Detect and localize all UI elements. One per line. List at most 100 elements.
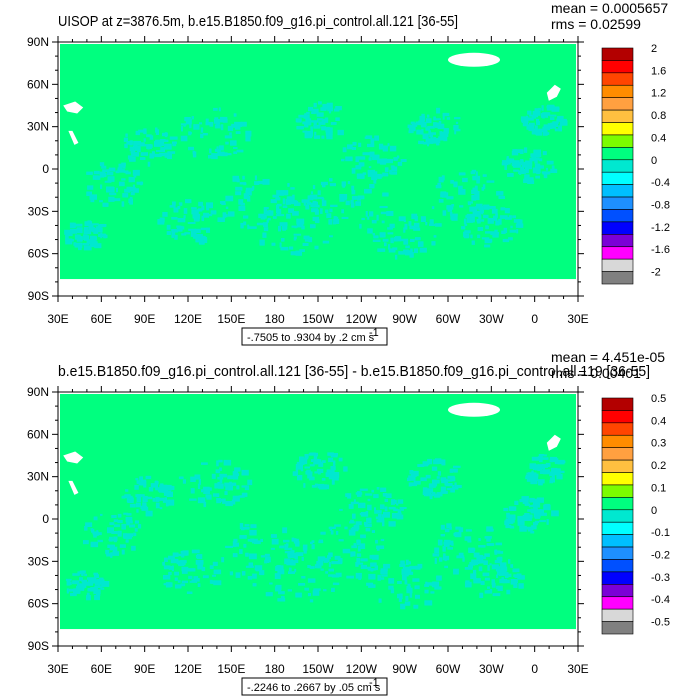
colorbar-swatch — [601, 534, 634, 548]
colorbar-label: -0.2 — [651, 550, 670, 562]
rms-value: rms = 0.02599 — [551, 16, 641, 32]
colorbar-swatch — [601, 271, 634, 285]
colorbar-swatch — [601, 546, 634, 560]
lat-tick-label: 60S — [28, 597, 49, 611]
lon-tick-label: 30E — [567, 662, 588, 676]
lon-tick-label: 150W — [302, 312, 334, 326]
mean-value: mean = 4.451e-05 — [551, 349, 665, 365]
colorbar-label: 0.2 — [651, 460, 666, 472]
lat-tick-label: 0 — [42, 512, 49, 526]
colorbar-label: -0.5 — [651, 617, 670, 629]
lat-tick-label: 30N — [27, 120, 49, 134]
colorbar-swatch — [601, 559, 634, 573]
no-data-patch — [68, 130, 79, 145]
no-data-patch — [448, 402, 500, 417]
colorbar-label: 2 — [651, 43, 657, 55]
colorbar-swatch — [601, 84, 634, 98]
lat-tick-label: 60S — [28, 247, 49, 261]
lon-tick-label: 30W — [479, 312, 504, 326]
lat-tick-label: 90S — [28, 289, 49, 303]
colorbar-label: -1.2 — [651, 222, 670, 234]
lon-tick-label: 120E — [174, 312, 202, 326]
lat-tick-label: 30N — [27, 470, 49, 484]
lon-tick-label: 30E — [567, 312, 588, 326]
contour-info-box: -.2246 to .2667 by .05 cm s-1 — [241, 677, 388, 696]
lon-tick-label: 150W — [302, 662, 334, 676]
lon-tick-label: 150E — [217, 662, 245, 676]
lon-tick-label: 90W — [392, 662, 417, 676]
lon-tick-label: 150E — [217, 312, 245, 326]
colorbar-swatch — [601, 497, 634, 511]
no-data-patch — [63, 101, 84, 114]
colorbar-swatch — [601, 447, 634, 461]
colorbar-swatch — [601, 196, 634, 210]
lon-tick-label: 0 — [531, 312, 538, 326]
lat-tick-label: 90N — [27, 385, 49, 399]
lon-tick-label: 90W — [392, 312, 417, 326]
field-fill — [60, 44, 576, 280]
colorbar-label: -1.6 — [651, 244, 670, 256]
colorbar-swatch — [601, 472, 634, 486]
colorbar-swatch — [601, 97, 634, 111]
no-data-patch — [63, 451, 84, 464]
colorbar-swatch — [601, 60, 634, 74]
colorbar-swatch — [601, 221, 634, 235]
colorbar-label: 0.4 — [651, 132, 666, 144]
lat-tick-label: 60N — [27, 77, 49, 91]
map-panel-2: 90N 60N 30N 0 30S 60S 90S 30E 60E 90E 120E 150E 180 1… — [27, 349, 670, 696]
lon-tick-label: 180 — [265, 312, 285, 326]
lon-tick-label: 30W — [479, 662, 504, 676]
lon-tick-label: 60E — [91, 312, 112, 326]
field-speckles — [65, 452, 566, 610]
colorbar-swatch — [601, 109, 634, 123]
colorbar-label: 0.1 — [651, 482, 666, 494]
colorbar: 0.5 0.4 0.3 0.2 0.1 0 -0.1 -0.2 -0.3 -0.4 -0.5 — [601, 393, 670, 635]
lon-tick-label: 120W — [346, 662, 378, 676]
svg-text:-1: -1 — [369, 677, 379, 689]
colorbar-swatch — [601, 171, 634, 185]
lat-tick-label: 30S — [28, 204, 49, 218]
colorbar-label: 0 — [651, 155, 657, 167]
colorbar-swatch — [601, 434, 634, 448]
colorbar-label: -0.1 — [651, 527, 670, 539]
lat-tick-label: 60N — [27, 427, 49, 441]
contour-info-box: -.7505 to .9304 by .2 cm s-1 — [241, 327, 388, 346]
colorbar-swatch — [601, 184, 634, 198]
colorbar-swatch — [601, 459, 634, 473]
colorbar-swatch — [601, 484, 634, 498]
colorbar-swatch — [601, 209, 634, 223]
colorbar-swatch — [601, 134, 634, 148]
colorbar-swatch — [601, 621, 634, 635]
no-data-patch — [68, 480, 79, 495]
colorbar-label: -0.8 — [651, 200, 670, 212]
colorbar-swatch — [601, 596, 634, 610]
no-data-patch — [546, 434, 561, 451]
plot-title: UISOP at z=3876.5m, b.e15.B1850.f09_g16.… — [58, 13, 458, 30]
colorbar-swatch — [601, 571, 634, 585]
colorbar-swatch — [601, 47, 634, 61]
colorbar-swatch — [601, 258, 634, 272]
colorbar-label: 1.6 — [651, 65, 666, 77]
lon-tick-label: 60W — [436, 662, 461, 676]
colorbar-label: 0.3 — [651, 438, 666, 450]
colorbar-swatch — [601, 159, 634, 173]
colorbar-label: -0.3 — [651, 572, 670, 584]
no-data-patch — [546, 84, 561, 101]
plot-title: b.e15.B1850.f09_g16.pi_control.all.121 [… — [58, 363, 650, 380]
colorbar-swatch — [601, 397, 634, 411]
colorbar: 2 1.6 1.2 0.8 0.4 0 -0.4 -0.8 -1.2 -1.6 -2 — [601, 43, 670, 285]
colorbar-swatch — [601, 147, 634, 161]
lon-tick-label: 180 — [265, 662, 285, 676]
colorbar-label: 0 — [651, 505, 657, 517]
colorbar-swatch — [601, 72, 634, 86]
lon-tick-label: 120E — [174, 662, 202, 676]
field-speckles — [64, 101, 568, 260]
lon-tick-label: 60W — [436, 312, 461, 326]
lon-tick-label: 60E — [91, 662, 112, 676]
lon-tick-label: 120W — [346, 312, 378, 326]
colorbar-label: 0.5 — [651, 393, 666, 405]
lon-tick-label: 30E — [47, 662, 68, 676]
rms-value: rms = 0.00401 — [551, 365, 641, 381]
colorbar-swatch — [601, 608, 634, 622]
